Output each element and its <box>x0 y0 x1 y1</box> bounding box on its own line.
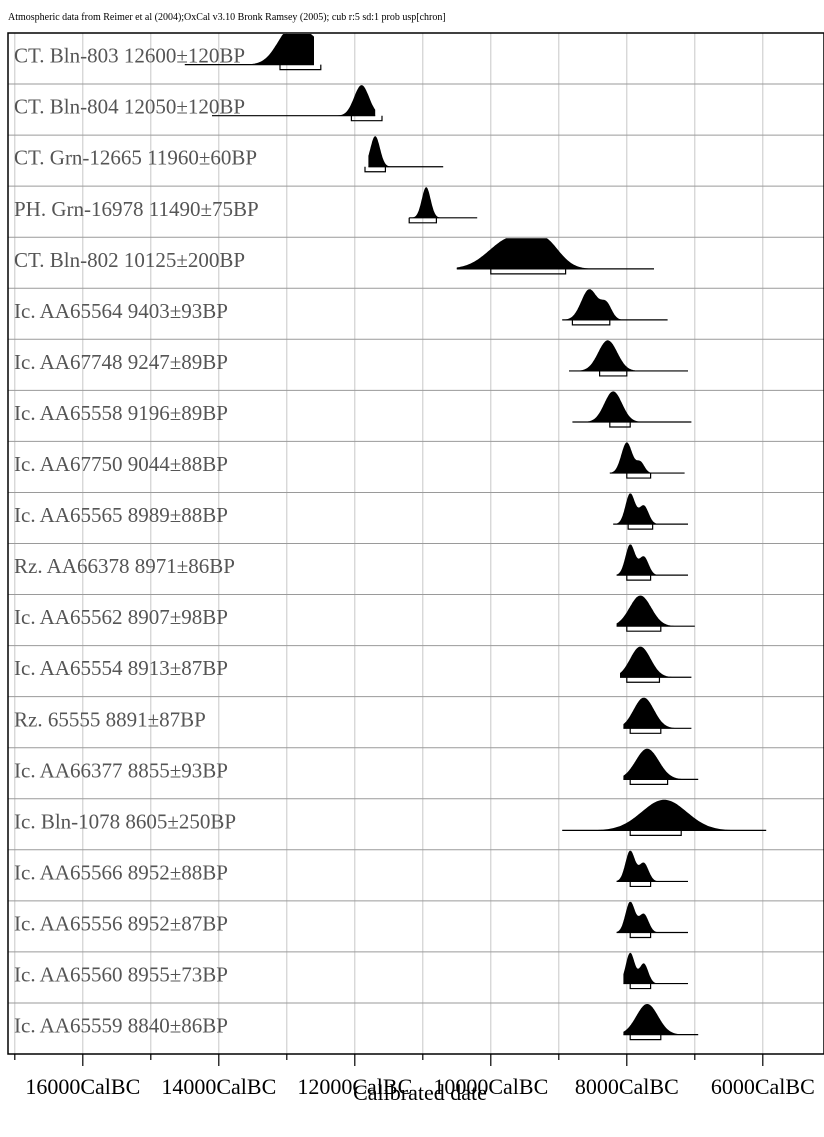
row-label: Rz. AA66378 8971±86BP <box>14 554 235 578</box>
probability-distribution <box>212 85 376 116</box>
x-tick-label: 12000CalBC <box>297 1074 412 1099</box>
row-label: CT. Grn-12665 11960±60BP <box>14 146 257 170</box>
row-label: Ic. AA65562 8907±98BP <box>14 605 228 629</box>
row-19: Ic. AA65559 8840±86BP <box>8 1002 824 1041</box>
x-tick-label: 10000CalBC <box>433 1074 548 1099</box>
hpd-bracket <box>626 473 652 479</box>
probability-distribution <box>456 238 654 269</box>
hpd-bracket <box>609 422 631 428</box>
hpd-bracket <box>629 830 682 837</box>
probability-distribution <box>562 799 767 831</box>
probability-distribution <box>562 289 668 320</box>
hpd-bracket <box>626 575 652 581</box>
hpd-bracket <box>571 319 611 326</box>
probability-distribution <box>368 136 444 167</box>
row-label: CT. Bln-802 10125±200BP <box>14 248 245 272</box>
hpd-bracket <box>627 524 654 530</box>
row-label: CT. Bln-804 12050±120BP <box>14 95 245 119</box>
row-13: Rz. 65555 8891±87BP <box>8 696 824 734</box>
probability-distribution <box>616 901 688 933</box>
hpd-bracket <box>350 115 383 122</box>
row-15: Ic. Bln-1078 8605±250BP <box>8 798 824 837</box>
hpd-bracket <box>629 779 669 785</box>
x-axis: 16000CalBC 14000CalBC 12000CalBC 10000CalBC… <box>14 1054 815 1099</box>
row-label: Ic. AA67750 9044±88BP <box>14 452 228 476</box>
hpd-bracket <box>408 217 437 224</box>
probability-distribution <box>572 391 692 423</box>
probability-distribution <box>623 748 699 780</box>
probability-distribution <box>409 187 478 218</box>
x-axis-title: Calibrated date <box>353 1080 487 1105</box>
row-1: CT. Bln-804 12050±120BP <box>8 83 824 122</box>
probability-distribution <box>623 1004 699 1035</box>
probability-distribution <box>609 442 685 474</box>
hpd-bracket <box>279 64 322 71</box>
x-tick-label: 14000CalBC <box>161 1074 276 1099</box>
hpd-bracket <box>490 268 567 275</box>
frame-layer <box>7 32 824 1055</box>
probability-distribution <box>616 595 695 627</box>
row-label: Ic. Bln-1078 8605±250BP <box>14 809 236 833</box>
row-10: Rz. AA66378 8971±86BP <box>8 543 824 581</box>
row-label: Ic. AA66377 8855±93BP <box>14 758 228 782</box>
row-16: Ic. AA65566 8952±88BP <box>8 849 824 888</box>
row-14: Ic. AA66377 8855±93BP <box>8 747 824 785</box>
probability-distribution <box>616 544 688 576</box>
row-label: Rz. 65555 8891±87BP <box>14 707 206 731</box>
row-12: Ic. AA65554 8913±87BP <box>8 645 824 683</box>
row-7: Ic. AA65558 9196±89BP <box>8 389 824 428</box>
hpd-bracket <box>364 166 386 173</box>
row-6: Ic. AA67748 9247±89BP <box>8 338 824 377</box>
probability-distribution <box>569 340 688 371</box>
row-18: Ic. AA65560 8955±73BP <box>8 951 824 990</box>
probability-distribution <box>616 850 688 882</box>
row-8: Ic. AA67750 9044±88BP <box>8 440 824 479</box>
probability-distribution <box>613 493 688 525</box>
row-label: Ic. AA65564 9403±93BP <box>14 299 228 323</box>
hpd-bracket <box>599 370 628 377</box>
x-tick-label: 6000CalBC <box>711 1074 815 1099</box>
hpd-bracket <box>629 881 652 888</box>
row-4: CT. Bln-802 10125±200BP <box>8 236 824 275</box>
hpd-bracket <box>629 1034 662 1041</box>
row-5: Ic. AA65564 9403±93BP <box>8 287 824 326</box>
chart-header-note: Atmospheric data from Reimer et al (2004… <box>8 12 446 23</box>
probability-distribution <box>184 34 314 65</box>
x-tick-label: 8000CalBC <box>575 1074 679 1099</box>
row-2: CT. Grn-12665 11960±60BP <box>8 134 824 173</box>
row-3: PH. Grn-16978 11490±75BP <box>8 185 824 224</box>
row-17: Ic. AA65556 8952±87BP <box>8 900 824 939</box>
hpd-bracket <box>626 626 662 632</box>
row-label: Ic. AA65560 8955±73BP <box>14 963 228 987</box>
plot-frame <box>7 32 824 1055</box>
row-0: CT. Bln-803 12600±120BP <box>14 34 322 71</box>
row-label: Ic. AA65566 8952±88BP <box>14 860 228 884</box>
hpd-bracket <box>629 932 652 939</box>
rows-layer: CT. Bln-803 12600±120BP CT. Bln-804 12050… <box>8 34 824 1041</box>
row-label: Ic. AA65565 8989±88BP <box>14 503 228 527</box>
row-11: Ic. AA65562 8907±98BP <box>8 594 824 632</box>
row-label: PH. Grn-16978 11490±75BP <box>14 197 259 221</box>
row-label: Ic. AA65558 9196±89BP <box>14 401 228 425</box>
row-label: Ic. AA65554 8913±87BP <box>14 656 228 680</box>
probability-distribution <box>620 646 692 678</box>
row-9: Ic. AA65565 8989±88BP <box>8 491 824 530</box>
x-tick-label: 16000CalBC <box>25 1074 140 1099</box>
row-label: Ic. AA65559 8840±86BP <box>14 1014 228 1038</box>
hpd-bracket <box>626 677 661 683</box>
hpd-bracket <box>629 983 652 990</box>
probability-distribution <box>623 697 692 729</box>
row-label: Ic. AA65556 8952±87BP <box>14 911 228 935</box>
probability-distribution <box>623 952 688 984</box>
hpd-bracket <box>629 728 662 734</box>
row-label: CT. Bln-803 12600±120BP <box>14 44 245 68</box>
row-label: Ic. AA67748 9247±89BP <box>14 350 228 374</box>
